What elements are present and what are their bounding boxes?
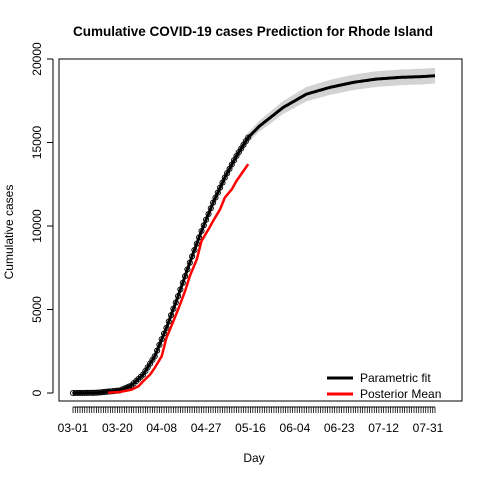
data-point-parametric-fit bbox=[86, 389, 93, 396]
y-tick-label: 5000 bbox=[30, 296, 44, 323]
plot-frame bbox=[58, 58, 463, 402]
data-point-parametric-fit bbox=[186, 259, 193, 266]
data-point-parametric-fit bbox=[198, 227, 205, 235]
x-tick-label: 07-31 bbox=[413, 421, 444, 435]
x-tick-label: 05-16 bbox=[235, 421, 266, 435]
series-layer bbox=[69, 74, 436, 397]
data-point-parametric-fit bbox=[156, 341, 163, 348]
data-point-parametric-fit bbox=[184, 266, 191, 273]
x-tick-label: 03-20 bbox=[102, 421, 133, 435]
data-point-parametric-fit bbox=[93, 389, 100, 396]
data-point-parametric-fit bbox=[245, 134, 252, 141]
x-tick-label: 06-23 bbox=[324, 421, 355, 435]
x-axis: 03-01 03-20 04-08 04-27 05-16 06-04 06-23 07-12… bbox=[58, 406, 444, 435]
data-point-parametric-fit bbox=[72, 389, 79, 397]
data-point-parametric-fit bbox=[177, 286, 184, 293]
data-point-parametric-fit bbox=[214, 189, 221, 196]
x-tick-label: 04-08 bbox=[146, 421, 177, 435]
data-point-parametric-fit bbox=[165, 318, 172, 325]
data-point-parametric-fit bbox=[189, 253, 196, 260]
data-point-parametric-fit bbox=[196, 234, 203, 241]
data-point-parametric-fit bbox=[69, 389, 77, 397]
data-point-parametric-fit bbox=[163, 324, 170, 331]
data-point-parametric-fit bbox=[175, 293, 182, 300]
x-tick-label: 06-04 bbox=[280, 421, 311, 435]
data-point-parametric-fit bbox=[217, 184, 224, 191]
data-point-parametric-fit bbox=[172, 299, 179, 306]
data-point-parametric-fit bbox=[179, 279, 186, 286]
data-point-parametric-fit bbox=[212, 194, 219, 201]
data-point-parametric-fit bbox=[207, 205, 214, 212]
data-point-parametric-fit bbox=[168, 312, 175, 319]
legend-label-parametric-fit: Parametric fit bbox=[360, 371, 431, 385]
data-point-parametric-fit bbox=[100, 389, 107, 396]
y-tick-label: 10000 bbox=[30, 209, 44, 243]
data-point-parametric-fit bbox=[219, 179, 226, 186]
y-tick-label: 0 bbox=[30, 389, 44, 396]
data-point-parametric-fit bbox=[158, 336, 165, 343]
y-axis-label: Cumulative cases bbox=[2, 185, 16, 280]
x-axis-label: Day bbox=[243, 451, 264, 465]
chart-title: Cumulative COVID-19 cases Prediction for… bbox=[73, 24, 433, 39]
data-point-parametric-fit bbox=[191, 246, 198, 254]
data-point-parametric-fit bbox=[76, 389, 84, 396]
data-point-parametric-fit bbox=[154, 347, 161, 354]
data-point-parametric-fit bbox=[203, 216, 210, 223]
data-point-parametric-fit bbox=[200, 222, 207, 229]
data-point-parametric-fit bbox=[83, 389, 91, 396]
legend: Parametric fit Posterior Mean bbox=[327, 371, 441, 401]
data-point-parametric-fit bbox=[205, 210, 212, 218]
data-point-parametric-fit bbox=[81, 389, 88, 396]
data-point-parametric-fit bbox=[74, 389, 81, 396]
data-point-parametric-fit bbox=[193, 240, 200, 247]
data-point-parametric-fit bbox=[97, 389, 105, 396]
data-point-parametric-fit bbox=[161, 330, 168, 337]
y-tick-label: 20000 bbox=[30, 42, 44, 76]
data-point-parametric-fit bbox=[90, 389, 98, 396]
data-point-parametric-fit bbox=[182, 273, 189, 280]
data-point-parametric-fit bbox=[79, 389, 86, 396]
data-point-parametric-fit bbox=[210, 199, 217, 206]
data-point-parametric-fit bbox=[95, 389, 102, 396]
x-tick-label: 07-12 bbox=[368, 421, 399, 435]
x-tick-label: 03-01 bbox=[58, 421, 89, 435]
data-point-parametric-fit bbox=[151, 353, 158, 360]
data-point-parametric-fit bbox=[170, 305, 177, 312]
y-axis: 0 5000 10000 15000 20000 bbox=[30, 42, 54, 396]
y-tick-label: 15000 bbox=[30, 125, 44, 159]
data-point-parametric-fit bbox=[88, 389, 95, 396]
legend-label-posterior-mean: Posterior Mean bbox=[360, 387, 441, 401]
x-tick-label: 04-27 bbox=[191, 421, 222, 435]
series-line-posterior-mean bbox=[107, 163, 250, 395]
